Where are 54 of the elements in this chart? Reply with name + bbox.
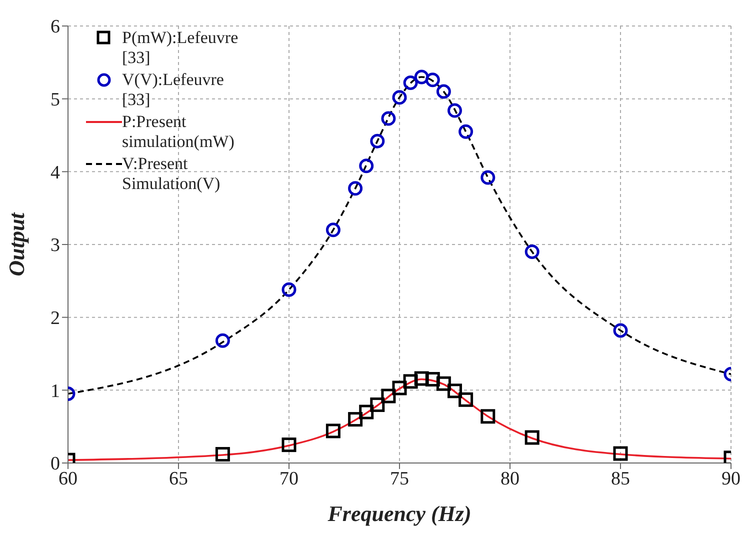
y-tick-label: 6 [50,16,60,38]
point [282,438,296,452]
point [215,447,230,462]
point [282,282,296,297]
y-axis-title: Output [4,212,29,276]
point [414,70,429,84]
x-tick-label: 80 [500,468,520,490]
point [613,446,628,461]
point [326,424,340,438]
point [359,404,374,420]
y-tick-label: 3 [50,235,60,256]
point [448,103,462,118]
x-tick-label: 85 [611,468,630,490]
legend-label: P:Present simulation(mW) [122,112,236,152]
point [326,222,340,238]
point [370,134,385,148]
point [381,111,396,126]
point [359,158,374,174]
point [381,388,396,404]
y-tick-label: 5 [50,90,60,111]
point [403,76,418,90]
x-tick-label: 70 [280,468,298,490]
x-tick-label: 60 [58,468,78,490]
y-tick-label: 4 [50,162,60,184]
point [392,380,407,396]
point [425,72,440,88]
legend-label: V(V):Lefeuvre [33] [122,70,225,110]
x-tick-label: 90 [722,468,740,490]
point [480,409,496,424]
point [448,384,462,398]
x-tick-label: 65 [169,468,188,490]
point [392,90,407,105]
point [436,84,451,99]
point [524,244,540,260]
point [403,374,418,389]
point [480,170,496,185]
point [613,323,628,338]
point [458,124,474,139]
point [348,181,363,196]
point [215,333,230,348]
x-axis-title: Frequency (Hz) [326,501,472,526]
y-tick-label: 0 [50,454,60,475]
legend-label: P(mW):Lefeuvre [33] [122,28,240,68]
y-tick-label: 1 [50,380,60,402]
point [370,397,385,412]
y-tick-label: 2 [50,308,60,330]
point [348,412,363,427]
point [436,376,451,391]
legend-label: V:Present Simulation(V) [122,154,222,194]
point [414,371,429,386]
point [458,392,474,407]
point [425,372,440,386]
point [524,430,540,445]
x-tick-label: 75 [390,468,409,490]
